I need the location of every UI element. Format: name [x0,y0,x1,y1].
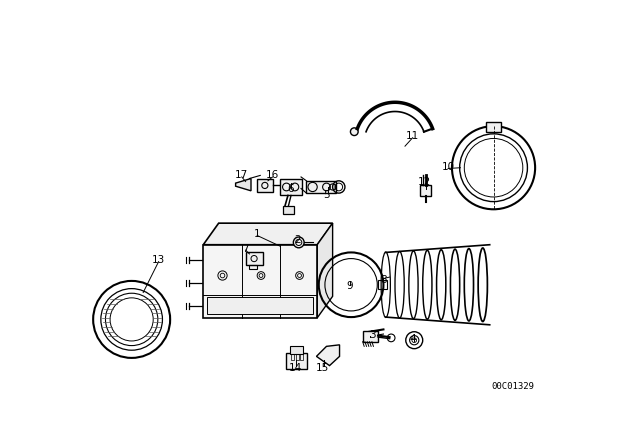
Bar [204,245,317,318]
Text: 17: 17 [235,170,248,181]
Text: 00C01329: 00C01329 [492,382,534,391]
Bar [378,280,387,289]
Circle shape [93,281,170,358]
Bar [207,297,314,314]
Text: 5: 5 [323,190,330,200]
Bar [307,181,336,193]
Bar [257,179,273,192]
Text: 10: 10 [442,162,454,172]
Text: 16: 16 [266,170,279,181]
Bar [246,252,262,265]
Text: 9: 9 [346,281,353,291]
Text: 15: 15 [316,363,329,373]
Bar [300,354,303,360]
Bar [486,121,501,132]
Bar [284,206,294,214]
Circle shape [351,128,358,136]
Polygon shape [204,223,333,245]
Bar [280,178,302,195]
Text: 7: 7 [243,244,249,254]
Polygon shape [316,345,340,366]
Circle shape [293,237,304,248]
Bar [289,346,303,354]
Bar [250,265,257,269]
Polygon shape [236,178,251,191]
Bar [285,353,307,370]
Text: 11: 11 [406,131,419,141]
Text: 13: 13 [152,255,165,265]
Text: 1: 1 [254,229,260,239]
Text: 8: 8 [380,275,387,285]
Bar [291,354,294,360]
Text: 12: 12 [418,177,431,187]
Text: 4: 4 [410,334,416,345]
Bar [296,354,299,360]
Circle shape [406,332,422,349]
Polygon shape [317,223,333,318]
Bar [363,331,378,342]
Text: 3: 3 [369,330,376,340]
Text: 6: 6 [288,184,294,194]
Text: 2: 2 [294,235,301,245]
Bar [420,185,431,196]
Text: 14: 14 [289,363,302,373]
